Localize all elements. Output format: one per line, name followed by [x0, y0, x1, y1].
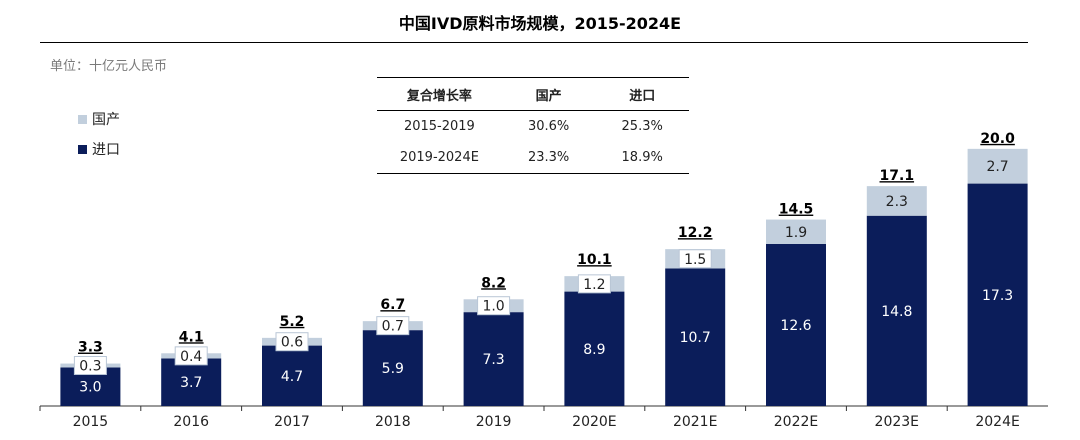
- bar-label-imported: 8.9: [583, 342, 605, 358]
- bar-label-box-domestic: [275, 332, 309, 352]
- legend-label-domestic: 国产: [92, 112, 120, 128]
- bar-total-label: 4.1: [179, 329, 204, 345]
- bar-segment-domestic: [866, 186, 927, 216]
- unit-label: 单位：十亿元人民币: [50, 59, 168, 74]
- bar-label-domestic: 1.2: [583, 277, 605, 293]
- bar-label-imported: 3.0: [79, 380, 101, 396]
- x-tick-label: 2024E: [975, 414, 1019, 430]
- legend-item-imported: 进口: [78, 134, 120, 164]
- bar-label-imported: 4.7: [281, 369, 303, 385]
- x-tick-label: 2020E: [572, 414, 616, 430]
- cagr-table-header-row: 复合增长率 国产 进口: [377, 77, 689, 111]
- bar-label-domestic: 0.4: [180, 349, 202, 365]
- cagr-header-domestic: 国产: [501, 77, 596, 111]
- cagr-table-row: 2019-2024E 23.3% 18.9%: [377, 142, 689, 174]
- cagr-table-row: 2015-2019 30.6% 25.3%: [377, 111, 689, 143]
- chart-title: 中国IVD原料市场规模，2015-2024E: [398, 14, 682, 33]
- cagr-imported: 25.3%: [621, 119, 663, 134]
- bar-label-domestic: 1.5: [684, 252, 706, 268]
- bar-label-box-domestic: [174, 346, 208, 366]
- title-divider: [40, 42, 1028, 43]
- bar-label-domestic: 1.9: [785, 225, 807, 241]
- bar-label-box-domestic: [577, 274, 611, 294]
- bar-total-label: 20.0: [980, 131, 1015, 147]
- bar-label-imported: 7.3: [482, 352, 504, 368]
- bar-label-domestic: 2.3: [886, 194, 908, 210]
- legend: 国产 进口: [78, 104, 120, 164]
- cagr-header-imported: 进口: [595, 77, 689, 111]
- bar-total-label: 8.2: [481, 275, 506, 291]
- bar-label-domestic: 1.0: [482, 299, 504, 315]
- bar-label-imported: 5.9: [382, 361, 404, 377]
- bar-segment-imported: [262, 345, 322, 406]
- bar-label-imported: 3.7: [180, 375, 202, 391]
- bar-segment-imported: [564, 291, 625, 406]
- x-tick-label: 2023E: [875, 414, 919, 430]
- bar-segment-imported: [463, 312, 524, 406]
- bar-segment-imported: [362, 330, 423, 406]
- bar-label-imported: 14.8: [881, 304, 912, 320]
- cagr-imported: 18.9%: [595, 142, 689, 174]
- x-tick-label: 2022E: [774, 414, 818, 430]
- x-tick-label: 2017: [274, 414, 310, 430]
- x-tick-label: 2016: [173, 414, 209, 430]
- bar-total-label: 3.3: [78, 340, 103, 356]
- bar-label-box-domestic: [477, 296, 511, 316]
- legend-item-domestic: 国产: [78, 104, 120, 134]
- bar-total-label: 5.2: [280, 314, 305, 330]
- legend-swatch-imported: [78, 144, 87, 154]
- bar-total-label: 12.2: [678, 225, 713, 241]
- bar-label-domestic: 0.6: [281, 335, 303, 351]
- bar-total-label: 6.7: [380, 297, 405, 313]
- bar-label-domestic: 0.7: [382, 319, 404, 335]
- bar-label-imported: 10.7: [680, 330, 711, 346]
- bar-total-label: 17.1: [880, 168, 915, 184]
- bar-label-domestic: 2.7: [986, 159, 1008, 175]
- cagr-domestic: 30.6%: [527, 119, 570, 134]
- bar-label-box-domestic: [376, 316, 410, 336]
- bar-label-box-domestic: [678, 249, 712, 269]
- x-tick-label: 2019: [476, 414, 512, 430]
- bar-segment-imported: [665, 268, 726, 406]
- cagr-table: 复合增长率 国产 进口 2015-2019 30.6% 25.3% 2019-2…: [377, 77, 689, 174]
- bar-segment-domestic: [967, 148, 1028, 184]
- x-tick-label: 2021E: [673, 414, 717, 430]
- cagr-domestic: 23.3%: [501, 142, 596, 174]
- cagr-header-metric: 复合增长率: [377, 77, 502, 111]
- bar-label-imported: 12.6: [780, 318, 811, 334]
- bar-segment-domestic: [766, 219, 826, 244]
- bar-segment-imported: [967, 183, 1028, 406]
- bar-label-domestic: 0.3: [79, 359, 101, 375]
- x-tick-label: 2018: [375, 414, 411, 430]
- legend-swatch-domestic: [78, 114, 87, 124]
- bar-segment-imported: [161, 358, 222, 406]
- legend-label-imported: 进口: [92, 142, 120, 158]
- bar-label-imported: 17.3: [982, 288, 1013, 304]
- bar-segment-imported: [766, 244, 826, 406]
- bar-label-box-domestic: [73, 356, 107, 375]
- x-tick-label: 2015: [73, 414, 109, 430]
- cagr-period: 2015-2019: [403, 119, 475, 134]
- bar-total-label: 10.1: [577, 252, 612, 268]
- bar-segment-imported: [866, 215, 927, 406]
- bar-total-label: 14.5: [779, 202, 814, 218]
- cagr-period: 2019-2024E: [377, 142, 502, 174]
